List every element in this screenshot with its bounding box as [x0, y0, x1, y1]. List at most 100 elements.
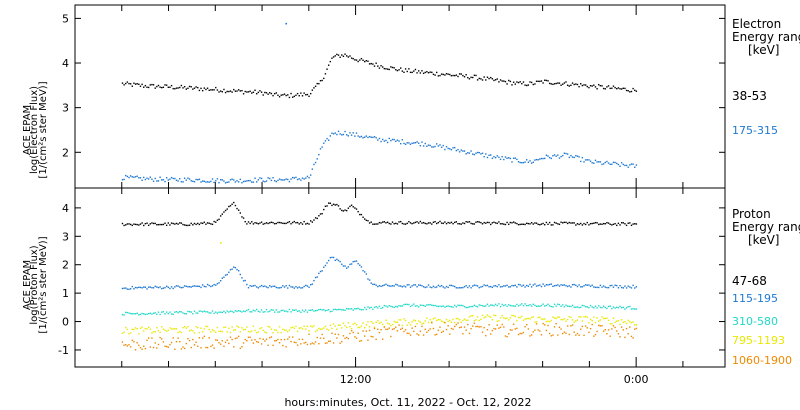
- data-point: [391, 66, 394, 69]
- data-point: [165, 177, 168, 179]
- data-point: [529, 160, 531, 162]
- data-point: [219, 215, 222, 217]
- data-point: [357, 326, 359, 329]
- data-point: [179, 340, 181, 343]
- data-point: [476, 79, 479, 81]
- data-point: [264, 331, 266, 333]
- data-point: [598, 320, 600, 322]
- data-point: [558, 82, 561, 84]
- data-point: [313, 279, 315, 282]
- data-point: [416, 141, 418, 143]
- data-point: [550, 283, 552, 285]
- data-point: [589, 222, 592, 225]
- data-point: [594, 86, 597, 88]
- data-point: [123, 224, 125, 227]
- data-point: [275, 339, 278, 342]
- data-point: [246, 91, 248, 93]
- data-point: [576, 306, 579, 308]
- data-point: [126, 175, 129, 178]
- data-point: [219, 90, 222, 92]
- data-point: [200, 347, 202, 349]
- data-point: [622, 222, 624, 224]
- data-point: [246, 309, 248, 312]
- data-point: [278, 342, 281, 344]
- data-point: [570, 286, 572, 288]
- data-point: [583, 161, 585, 163]
- data-point: [147, 337, 150, 339]
- data-point: [501, 303, 503, 306]
- data-point: [252, 325, 255, 327]
- data-point: [390, 139, 392, 142]
- data-point: [283, 329, 286, 331]
- data-point: [485, 334, 487, 337]
- data-point: [509, 304, 512, 307]
- data-point: [228, 271, 230, 273]
- data-point: [530, 286, 533, 288]
- data-point: [512, 323, 515, 325]
- data-point: [172, 222, 174, 225]
- data-point: [386, 141, 389, 144]
- data-point: [264, 181, 266, 183]
- data-point: [465, 74, 467, 76]
- data-point: [288, 180, 291, 183]
- data-point: [354, 59, 356, 61]
- data-point: [534, 83, 536, 85]
- data-point: [377, 139, 379, 141]
- data-point: [380, 65, 382, 67]
- data-point: [347, 266, 350, 268]
- data-point: [319, 213, 322, 215]
- data-point: [215, 180, 217, 182]
- data-point: [206, 311, 209, 313]
- y-tick-label: 3: [62, 230, 69, 243]
- data-point: [296, 221, 299, 224]
- data-point: [270, 179, 273, 182]
- data-point: [584, 325, 587, 327]
- data-point: [450, 284, 453, 287]
- data-point: [619, 88, 621, 90]
- data-point: [203, 221, 205, 223]
- data-point: [468, 78, 471, 80]
- proton-y-label-1: ACE EPAM: [22, 260, 33, 310]
- data-point: [200, 222, 202, 224]
- data-point: [432, 304, 435, 307]
- data-point: [143, 286, 145, 288]
- data-point: [192, 285, 194, 287]
- data-point: [381, 338, 384, 340]
- data-point: [614, 307, 616, 309]
- data-point: [516, 319, 518, 322]
- data-point: [432, 221, 435, 224]
- data-point: [530, 81, 533, 84]
- data-point: [452, 285, 454, 287]
- data-point: [599, 223, 602, 225]
- data-point: [334, 204, 336, 206]
- data-point: [563, 152, 566, 154]
- data-point: [575, 154, 577, 157]
- data-point: [427, 321, 430, 324]
- data-point: [265, 308, 268, 311]
- data-point: [185, 224, 187, 227]
- data-point: [149, 328, 151, 330]
- data-point: [278, 326, 281, 328]
- data-point: [154, 177, 156, 180]
- data-point: [305, 328, 307, 330]
- data-point: [434, 220, 436, 223]
- data-point: [611, 87, 613, 89]
- data-point: [424, 142, 426, 145]
- data-point: [580, 306, 582, 309]
- data-point: [308, 333, 310, 335]
- data-point: [535, 305, 538, 307]
- data-point: [440, 320, 443, 322]
- data-point: [147, 178, 150, 180]
- data-point: [436, 222, 438, 225]
- data-point: [231, 310, 233, 313]
- data-point: [206, 87, 209, 89]
- data-point: [249, 222, 251, 225]
- data-point: [496, 222, 498, 225]
- data-point: [475, 325, 477, 328]
- data-point: [504, 317, 507, 320]
- data-point: [372, 223, 374, 225]
- data-point: [210, 89, 212, 91]
- data-point: [355, 308, 358, 310]
- data-point: [504, 285, 507, 287]
- data-point: [624, 321, 626, 323]
